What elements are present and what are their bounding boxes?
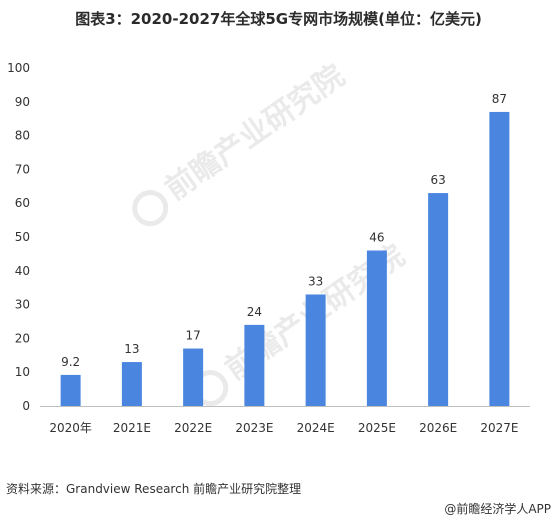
bar-value-label: 9.2 — [61, 355, 80, 369]
y-tick-label: 100 — [7, 61, 30, 75]
bar — [305, 294, 326, 406]
bar — [428, 193, 449, 406]
credit-note: @前瞻经济学人APP — [444, 502, 551, 516]
bar — [60, 374, 81, 406]
bar — [366, 250, 387, 406]
source-note: 资料来源：Grandview Research 前瞻产业研究院整理 — [6, 482, 302, 496]
bars — [60, 111, 510, 406]
x-tick-label: 2023E — [235, 421, 273, 435]
x-tick-label: 2026E — [419, 421, 457, 435]
y-tick-label: 60 — [15, 196, 30, 210]
y-tick-label: 10 — [15, 365, 30, 379]
bar-value-label: 46 — [369, 231, 384, 245]
bar-value-label: 13 — [124, 342, 139, 356]
x-axis: 2020年 2021E 2022E 2023E 2024E 2025E 2026E 2027E — [49, 421, 518, 435]
bar-value-label: 63 — [430, 173, 445, 187]
x-tick-label: 2025E — [358, 421, 396, 435]
bar — [121, 362, 142, 406]
bar-value-label: 17 — [185, 329, 200, 343]
x-tick-label: 2021E — [113, 421, 151, 435]
y-tick-label: 0 — [22, 399, 30, 413]
y-tick-label: 90 — [15, 95, 30, 109]
bar-value-label: 87 — [492, 92, 507, 106]
y-tick-label: 50 — [15, 230, 30, 244]
bar — [244, 324, 265, 406]
x-tick-label: 2020年 — [49, 421, 92, 435]
x-tick-label: 2027E — [480, 421, 518, 435]
y-tick-label: 40 — [15, 264, 30, 278]
y-tick-label: 30 — [15, 298, 30, 312]
y-tick-label: 80 — [15, 129, 30, 143]
bar — [489, 111, 510, 406]
x-tick-label: 2022E — [174, 421, 212, 435]
bar-value-label: 33 — [308, 274, 323, 288]
y-tick-label: 20 — [15, 331, 30, 345]
x-tick-label: 2024E — [297, 421, 335, 435]
bar-chart: 0 10 20 30 40 50 60 70 80 90 100 9.2 13 17 24 33 46 63 87… — [7, 61, 530, 435]
y-tick-label: 70 — [15, 162, 30, 176]
bar-value-label: 24 — [247, 305, 262, 319]
bar — [183, 348, 204, 406]
y-axis: 0 10 20 30 40 50 60 70 80 90 100 — [7, 61, 30, 413]
chart-title: 图表3：2020-2027年全球5G专网市场规模(单位：亿美元) — [75, 10, 482, 28]
data-labels: 9.2 13 17 24 33 46 63 87 — [61, 92, 507, 369]
